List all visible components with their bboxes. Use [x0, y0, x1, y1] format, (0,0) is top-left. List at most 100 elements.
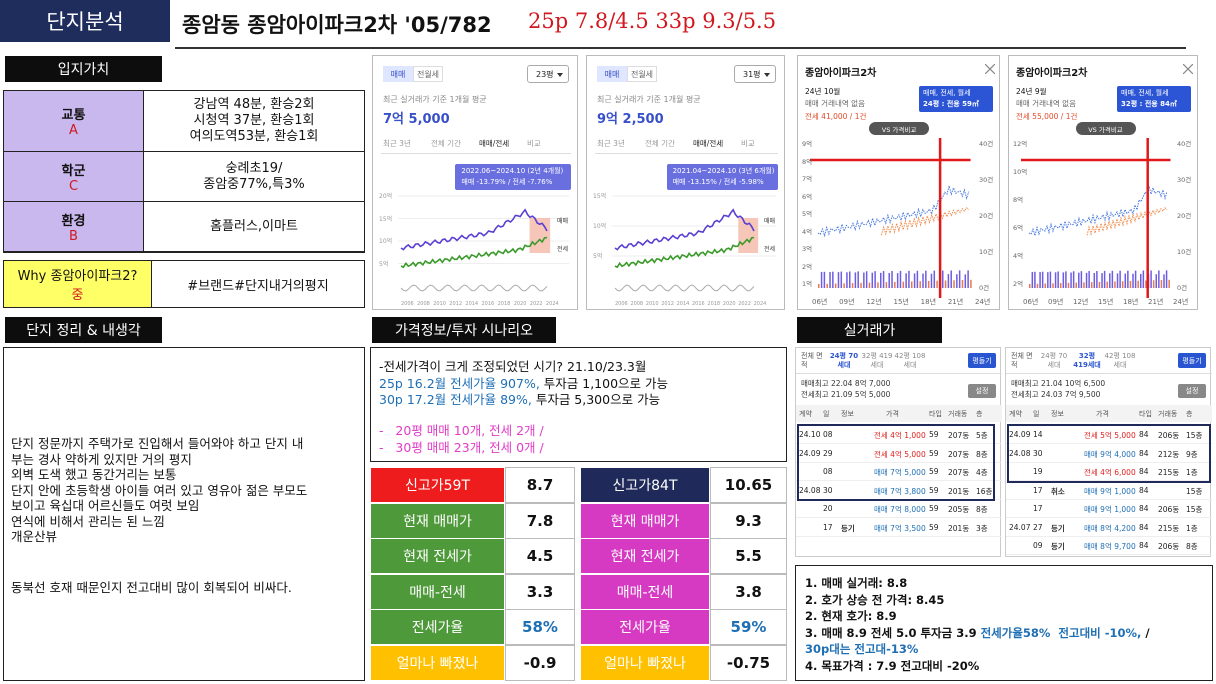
volume-bar: [1134, 270, 1137, 288]
column-header: 계약: [799, 410, 812, 418]
tooltip-line: 매매 -13.79% / 전세 -7.76%: [461, 178, 553, 186]
review-line: 단지 정문까지 주택가로 진입해서 들어와야 하고 단지 내: [11, 436, 304, 451]
row-rule: [1006, 535, 1212, 537]
cell: 5층: [976, 431, 988, 440]
volume-bar: [919, 281, 921, 288]
volume-bar: [1158, 270, 1160, 288]
size-tab[interactable]: 32평 419세대: [861, 352, 893, 369]
size-tab[interactable]: 24평 70세대: [829, 352, 859, 369]
transaction-table: 전체 면적 24평 70세대 32평 419세대 42평 108세대 평돌기 매매최고 2…: [795, 347, 1002, 557]
text-segment: /: [1141, 625, 1150, 640]
compare-button: VS 가격비교: [1075, 122, 1136, 135]
category-name: 환경: [61, 213, 86, 229]
column-header-bg: [796, 405, 1002, 422]
divider: [796, 373, 1002, 374]
chart-caption: 최근 실거래가 기준 1개월 평균: [383, 95, 487, 104]
row-rule: [1006, 461, 1212, 463]
cell: 201동: [948, 486, 970, 496]
plot: [1021, 138, 1171, 298]
text-segment: 1. 매매 실거래: 8.8: [805, 576, 908, 590]
x-tick-label: 21년: [947, 298, 964, 306]
cell: 17: [1033, 485, 1043, 495]
setting-button[interactable]: 설정: [968, 384, 996, 398]
detail-line: 숭례초19/: [225, 160, 283, 176]
plan-button[interactable]: 평돌기: [968, 353, 996, 368]
column-header: 정보: [841, 410, 854, 418]
volume-bar: [922, 273, 924, 288]
plan-button[interactable]: 평돌기: [1178, 353, 1206, 368]
cell: 16층: [976, 486, 993, 496]
review-line: 단지 안에 초등학생 아이들 여러 있고 영유아 젊은 부모도: [11, 482, 308, 498]
period-rule: [381, 153, 571, 154]
text-segment: 30p대는 전고대-13%: [805, 642, 919, 656]
y-tick-label: 7억: [802, 175, 813, 183]
close-icon: [985, 64, 995, 74]
cell: 15층: [1186, 431, 1203, 440]
y-tick-label: 10억: [379, 238, 393, 245]
column-header: 일: [1033, 410, 1040, 418]
volume-bar: [1067, 282, 1070, 288]
text-segment: 30p 17.2월 전세가율 89%,: [379, 392, 532, 407]
high-price: 전세최고 21.09 5억 5,000: [801, 390, 891, 399]
cell: 215동: [1158, 468, 1180, 477]
y-tick-label: 4억: [802, 227, 813, 236]
price-label: 신고가59T: [370, 467, 505, 503]
price-value: 59%: [710, 609, 787, 645]
sale-line: [614, 208, 755, 251]
x-tick-label: 24년: [1173, 298, 1189, 306]
volume-bar: [961, 280, 964, 288]
y-tick-label: 4억: [1013, 252, 1024, 260]
setting-button[interactable]: 설정: [1178, 384, 1206, 398]
price-label: 신고가84T: [580, 467, 710, 503]
cell: 24.07: [1009, 522, 1031, 532]
x-tick-label: 21년: [1148, 298, 1164, 306]
volume-bar: [944, 280, 947, 288]
text-segment: - 20평 매매 10개, 전세 2개 /: [379, 423, 544, 438]
cell: 전세 4억 5,000: [874, 449, 926, 459]
column-header-bg: [1006, 405, 1212, 422]
cell: 205동: [948, 505, 970, 514]
volume-bar: [1129, 280, 1132, 288]
volume-bar: [967, 270, 969, 288]
cell: 1층: [1186, 523, 1198, 533]
size-tab[interactable]: 32평 419세대: [1073, 352, 1101, 369]
review-line: 부는 경사 약하게 있지만 거의 평지: [11, 451, 192, 467]
size-tab[interactable]: 42평 108세대: [894, 352, 926, 369]
period-tab: 전체 기간: [431, 139, 461, 148]
detail-line: 여의도역53분, 환승1회: [189, 129, 319, 144]
row-rule: [796, 535, 1002, 537]
price-value: 3.3: [505, 573, 575, 610]
volume-bar: [863, 272, 865, 288]
cell: 17: [1033, 504, 1043, 513]
section-label: 가격정보/투자 시나리오: [372, 317, 556, 343]
review-line: 외벽 도색 했고 동간거리는 보통: [11, 467, 177, 482]
x: [1183, 64, 1193, 74]
volume-bar: [1103, 270, 1106, 288]
volume-bar: [1119, 270, 1121, 288]
volume-bar: [826, 283, 828, 288]
cell: 27: [1033, 522, 1043, 532]
volume-bar: [1132, 273, 1134, 288]
volume-bar: [905, 273, 907, 288]
price-value: 4.5: [505, 538, 575, 574]
detail-line: 시청역 37분, 환승1회: [193, 113, 315, 128]
y-tick-label: 1억: [802, 280, 813, 288]
category-grade: C: [68, 178, 79, 194]
x-tick-label: 15년: [1098, 298, 1114, 306]
cell: 84: [1139, 522, 1149, 532]
x-tick-label: 24년: [975, 298, 991, 306]
size-tab[interactable]: 24평 70세대: [1040, 352, 1068, 369]
x-tick-label: 09년: [839, 298, 855, 306]
volume-bar: [837, 272, 840, 288]
cell: 59: [929, 485, 939, 495]
cell: 15층: [1186, 505, 1203, 514]
volume-bar: [1165, 270, 1168, 288]
cell: 206동: [1158, 431, 1180, 440]
volume-bar: [947, 274, 950, 288]
high-price: 매매최고 21.04 10억 6,500: [1011, 379, 1106, 388]
size-tab[interactable]: 42평 108세대: [1104, 352, 1136, 369]
detail-line: 종암중77%,특3%: [203, 176, 305, 192]
price-value: 7.8: [505, 502, 575, 539]
text-segment: 전세가율58% 전고대비 -10%,: [980, 625, 1142, 640]
cell: 매매 7억 3,800: [874, 486, 926, 496]
